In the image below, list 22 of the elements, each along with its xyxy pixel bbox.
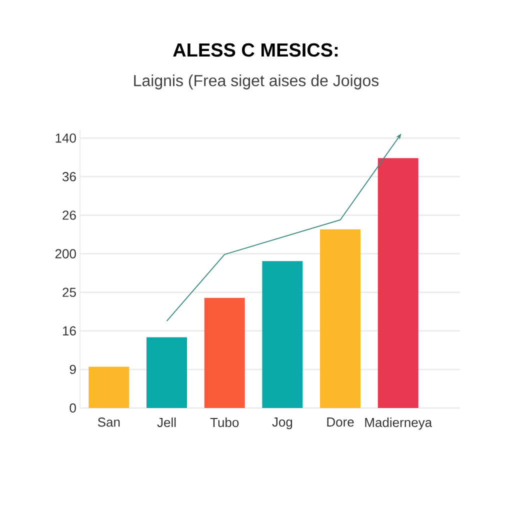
x-tick-label: Dore <box>327 418 354 427</box>
x-tick-label: Tubo <box>210 418 239 428</box>
bar <box>88 366 130 408</box>
text: 0 <box>70 403 76 413</box>
text: 16 <box>62 326 76 336</box>
text: 140 <box>56 133 76 143</box>
text: 26 <box>62 210 76 220</box>
bar <box>262 261 303 408</box>
bar <box>204 298 245 408</box>
x-tick-label: Madierneya <box>365 418 432 430</box>
text: 36 <box>62 172 76 182</box>
x-tick-label: San <box>98 418 120 427</box>
x-tick-label: Jog <box>272 418 292 430</box>
chart-title: ALESS C MESICS: <box>173 43 338 57</box>
text: 25 <box>62 288 76 297</box>
bar <box>146 337 187 408</box>
chart-subtitle: Laignis (Frea siget aises de Joigos <box>134 74 379 90</box>
text: 200 <box>55 249 76 258</box>
bar <box>378 158 418 408</box>
text: 9 <box>70 364 76 374</box>
x-tick-label: Jell <box>157 418 176 428</box>
bar <box>320 229 361 408</box>
